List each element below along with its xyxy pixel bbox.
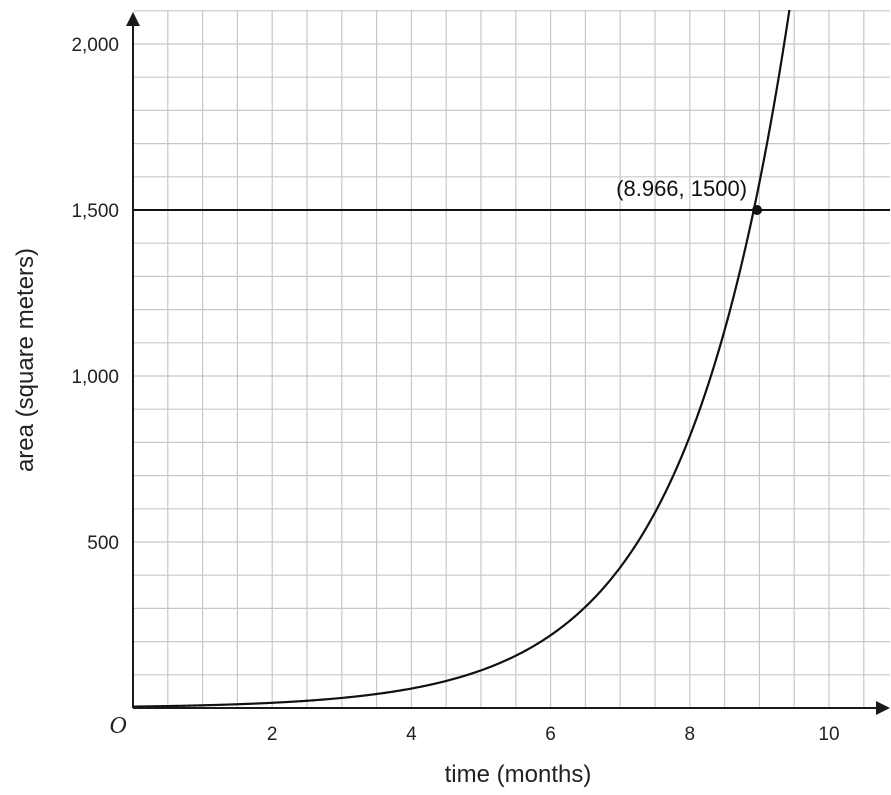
x-axis-title: time (months) <box>445 761 592 788</box>
x-axis-arrow <box>876 701 890 715</box>
annotations: (8.966, 1500) <box>616 176 763 215</box>
grid <box>133 10 890 708</box>
y-tick-label: 500 <box>87 533 119 554</box>
x-tick-label: 4 <box>406 724 417 745</box>
y-tick-label: 1,500 <box>71 201 119 222</box>
intersection-point <box>752 205 763 215</box>
x-tick-label: 8 <box>685 724 696 745</box>
exponential-curve <box>133 10 791 708</box>
x-tick-label: 2 <box>267 724 278 745</box>
axes <box>126 12 890 715</box>
x-tick-label: 6 <box>545 724 556 745</box>
tick-labels: 2 4 6 8 10 500 1,000 1,500 2,000 <box>71 35 839 745</box>
plot-area <box>133 10 890 708</box>
y-tick-label: 2,000 <box>71 35 119 56</box>
x-tick-label: 10 <box>818 724 839 745</box>
y-axis-title: area (square meters) <box>12 248 39 472</box>
y-axis-arrow <box>126 12 140 26</box>
intersection-label: (8.966, 1500) <box>616 176 747 201</box>
origin-label: O <box>109 713 126 739</box>
y-tick-label: 1,000 <box>71 367 119 388</box>
